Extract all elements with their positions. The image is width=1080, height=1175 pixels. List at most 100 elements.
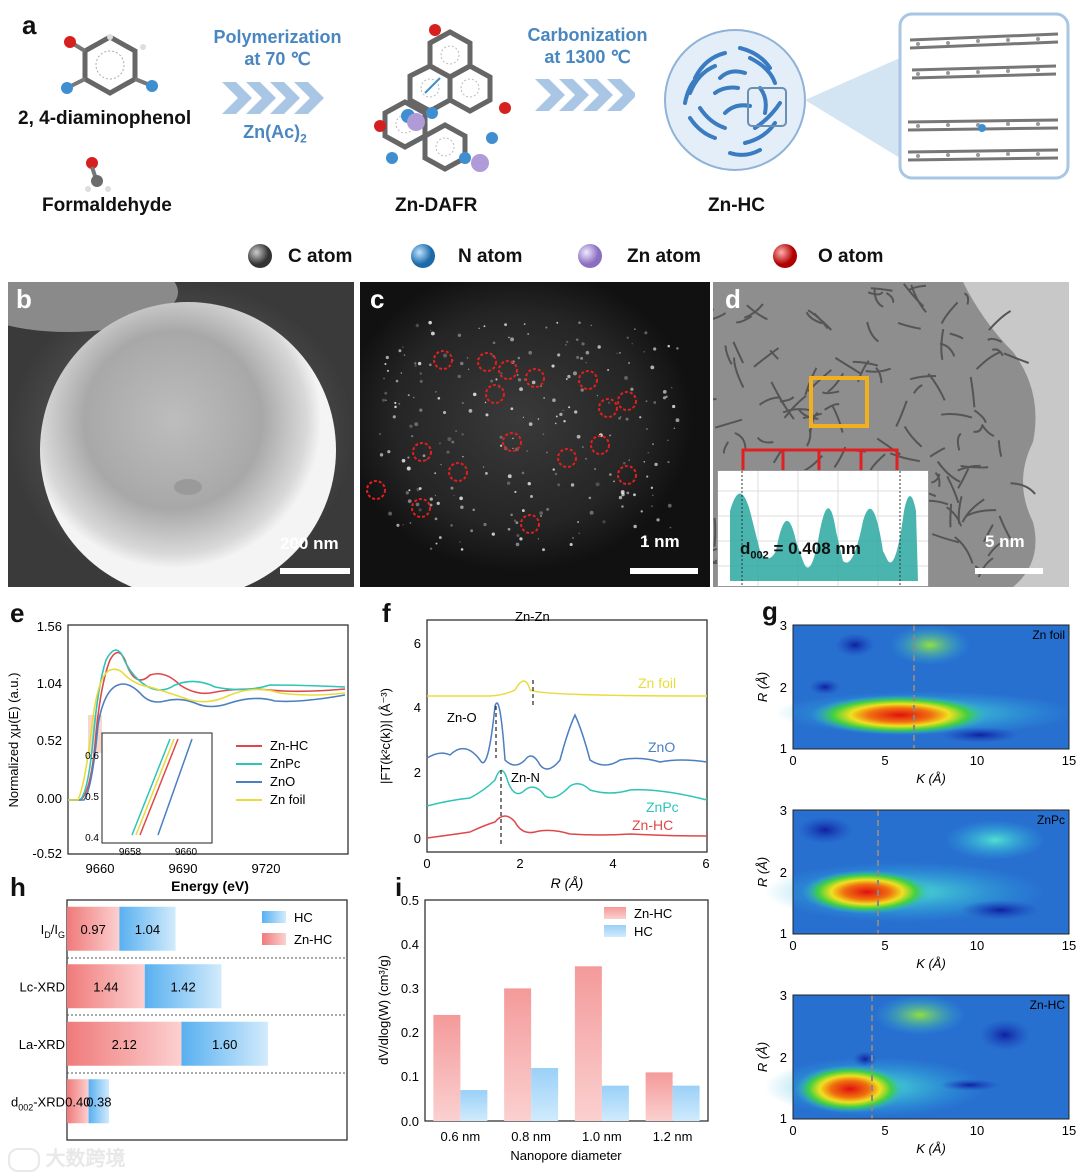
step2-title: Carbonization bbox=[527, 25, 648, 45]
speckle bbox=[394, 405, 397, 409]
panel-g-label: g bbox=[762, 596, 778, 626]
speckle bbox=[440, 463, 442, 466]
svg-text:4: 4 bbox=[609, 856, 616, 871]
speckle bbox=[406, 466, 411, 471]
speckle bbox=[414, 422, 419, 427]
speckle bbox=[590, 324, 593, 327]
svg-text:0: 0 bbox=[789, 1123, 796, 1138]
speckle bbox=[414, 364, 417, 367]
speckle bbox=[653, 347, 657, 351]
speckle bbox=[557, 483, 561, 487]
speckle bbox=[662, 396, 667, 400]
fringe bbox=[756, 436, 774, 444]
fringe bbox=[821, 390, 840, 395]
fringe bbox=[949, 332, 964, 340]
speckle bbox=[460, 548, 464, 551]
speckle bbox=[527, 332, 530, 335]
fringe bbox=[831, 404, 844, 433]
wt-plot-zn-foil: Zn foil 3 2 1 0 5 10 15 K (Å) R (Å) bbox=[755, 618, 1076, 786]
fringe bbox=[913, 384, 923, 394]
speckle bbox=[447, 437, 452, 442]
speckle bbox=[396, 523, 400, 527]
y-axis-label: |FT(k²c(k))| (Å⁻³) bbox=[378, 688, 393, 784]
speckle bbox=[670, 386, 673, 389]
svg-text:5: 5 bbox=[881, 938, 888, 953]
speckle bbox=[574, 410, 578, 414]
speckle bbox=[485, 413, 489, 417]
scale-bar bbox=[975, 568, 1043, 574]
speckle bbox=[563, 420, 566, 423]
bar-hc bbox=[88, 1079, 110, 1124]
zn-dafr-label: Zn-DAFR bbox=[395, 195, 478, 216]
step1-title: Polymerization bbox=[213, 27, 342, 47]
step1-temp: at 70 ℃ bbox=[244, 49, 311, 69]
speckle bbox=[645, 400, 648, 403]
speckle bbox=[453, 494, 455, 497]
svg-text:10: 10 bbox=[970, 938, 984, 953]
speckle bbox=[429, 329, 432, 332]
speckle bbox=[482, 466, 485, 468]
svg-text:K (Å): K (Å) bbox=[916, 956, 946, 971]
fringe bbox=[806, 428, 812, 447]
annotation-zn-o: Zn-O bbox=[447, 710, 477, 725]
ytick: 1.04 bbox=[37, 676, 62, 691]
speckle bbox=[546, 508, 550, 511]
fringe bbox=[963, 292, 970, 305]
fringe bbox=[732, 341, 745, 364]
fringe bbox=[736, 315, 753, 324]
speckle bbox=[626, 336, 629, 339]
speckle bbox=[667, 344, 671, 348]
speckle bbox=[472, 392, 477, 397]
svg-text:15: 15 bbox=[1062, 753, 1076, 768]
speckle bbox=[450, 524, 453, 527]
speckle bbox=[578, 532, 580, 535]
watermark-logo-icon bbox=[8, 1147, 40, 1172]
speckle bbox=[652, 443, 654, 446]
svg-text:2: 2 bbox=[516, 856, 523, 871]
speckle bbox=[442, 410, 447, 415]
speckle bbox=[645, 427, 648, 431]
speckle bbox=[510, 407, 514, 411]
speckle bbox=[510, 513, 513, 517]
speckle bbox=[443, 353, 447, 358]
bar-hc bbox=[119, 906, 176, 951]
ytick: 1.56 bbox=[37, 619, 62, 634]
speckle bbox=[436, 501, 440, 505]
speckle bbox=[545, 326, 548, 329]
legend-item: Zn-HC bbox=[634, 906, 672, 921]
speckle bbox=[570, 483, 575, 487]
bar-value-label: 0.38 bbox=[86, 1094, 111, 1109]
speckle bbox=[607, 368, 610, 372]
fringe bbox=[746, 304, 768, 321]
speckle bbox=[539, 511, 543, 515]
svg-text:6: 6 bbox=[702, 856, 709, 871]
svg-text:R (Å): R (Å) bbox=[755, 857, 770, 887]
step1-catalyst: Zn(Ac)2 bbox=[243, 122, 307, 146]
speckle bbox=[537, 538, 540, 540]
fringe bbox=[969, 376, 976, 408]
speckle bbox=[517, 378, 522, 382]
fringe bbox=[869, 453, 886, 471]
formaldehyde-label: Formaldehyde bbox=[42, 195, 172, 216]
speckle bbox=[387, 450, 391, 454]
panel-e-label: e bbox=[10, 598, 25, 628]
svg-text:R (Å): R (Å) bbox=[755, 1042, 770, 1072]
fringe bbox=[870, 287, 893, 292]
panel-a-label: a bbox=[22, 10, 37, 40]
fringe bbox=[852, 360, 879, 367]
svg-text:3: 3 bbox=[780, 988, 787, 1003]
speckle bbox=[434, 517, 438, 521]
speckle bbox=[409, 424, 413, 428]
speckle bbox=[555, 415, 558, 418]
legend-item: Zn-HC bbox=[270, 738, 308, 753]
speckle bbox=[403, 354, 406, 356]
exafs-chart: 6 4 2 0 0 2 4 6 R (Å) |FT(k²c(k))| (Å⁻³)… bbox=[378, 610, 710, 891]
fringe bbox=[897, 321, 921, 330]
bar-value-label: 1.60 bbox=[212, 1037, 237, 1052]
speckle bbox=[417, 361, 422, 366]
speckle bbox=[580, 356, 583, 360]
speckle bbox=[434, 494, 437, 497]
zn-hc-label: Zn-HC bbox=[708, 195, 765, 216]
speckle bbox=[613, 480, 615, 483]
speckle bbox=[517, 356, 521, 360]
